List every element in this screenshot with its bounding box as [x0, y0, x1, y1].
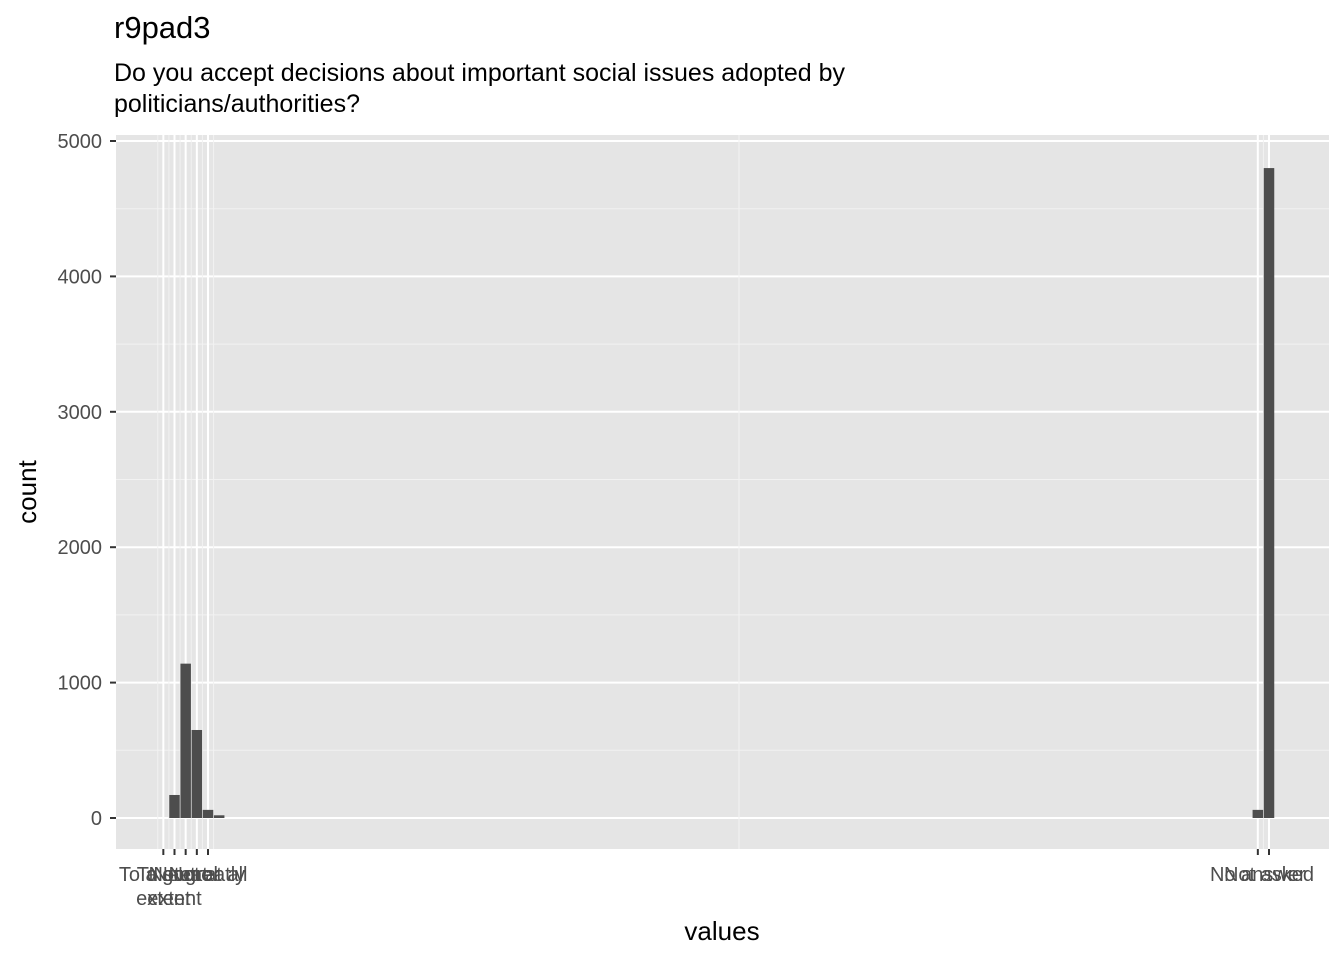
bar [1263, 168, 1275, 818]
x-tick-label-line: No answer [1210, 864, 1306, 886]
bars [169, 168, 1275, 818]
x-tick-label: To some extent [137, 864, 213, 910]
x-tick-label-line: To some [137, 864, 213, 886]
x-tick-label-line: To a great [119, 864, 208, 886]
chart-title: r9pad3 [114, 10, 211, 45]
bar [213, 815, 225, 818]
bar [169, 794, 180, 818]
y-tick-label: 4000 [58, 266, 103, 288]
x-tick-label: Not asked [1224, 864, 1314, 886]
bar [191, 729, 203, 818]
x-tick-label-line: Not at all [169, 864, 248, 886]
x-tick-label-line: Not asked [1224, 864, 1314, 886]
y-tick-label: 2000 [58, 537, 103, 559]
x-tick-label-line: extent [147, 888, 202, 910]
bar [1252, 809, 1264, 818]
x-tick-label: No answer [1210, 864, 1306, 886]
y-tick-label: 5000 [58, 131, 103, 153]
bar [202, 809, 214, 818]
x-tick-label: To a great extent [119, 864, 208, 910]
x-tick-label-line: extent [136, 888, 191, 910]
bar [180, 663, 191, 818]
y-tick-label: 1000 [58, 673, 103, 695]
subtitle-line-2: politicians/authorities? [114, 90, 360, 118]
y-tick-label: 3000 [58, 402, 103, 424]
grid-lines [116, 135, 1329, 849]
x-tick-label: Not at all [169, 864, 248, 886]
x-tick-label: Neutral [153, 864, 217, 886]
x-axis-title: values [684, 916, 759, 946]
subtitle-line-1: Do you accept decisions about important … [114, 59, 845, 87]
y-tick-label: 0 [91, 808, 102, 830]
plot-panel [116, 135, 1329, 849]
x-tick-label-line: Not greatly [148, 864, 245, 886]
x-tick-label: Not greatly [148, 864, 245, 886]
y-axis: 0 1000 2000 3000 4000 5000 [58, 131, 116, 830]
chart-subtitle: Do you accept decisions about important … [114, 58, 1114, 120]
x-tick-label-line: Neutral [153, 864, 217, 886]
y-axis-title: count [12, 459, 42, 523]
